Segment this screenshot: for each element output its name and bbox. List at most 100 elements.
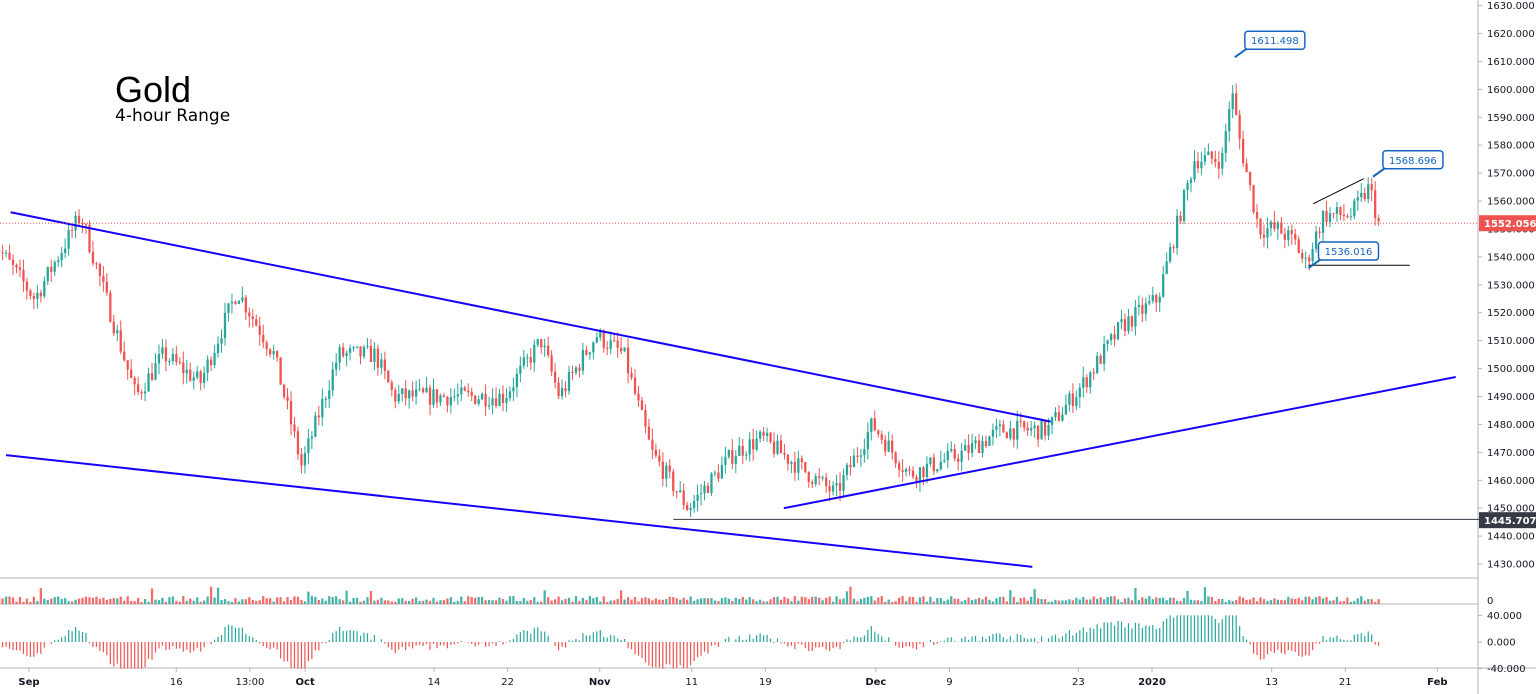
volume-bar [1210,596,1213,604]
candle-body [463,387,466,391]
candle-body [185,369,188,374]
candle-body [616,340,619,348]
price-tick-label: 1590.000 [1487,113,1535,124]
candle-body [1162,274,1165,297]
volume-bar [1363,600,1366,604]
candle-body [1057,412,1061,421]
volume-bar [1175,600,1179,604]
candle-body [234,301,237,304]
candle-body [143,391,147,394]
candle-body [404,388,407,399]
candle-body [331,369,334,391]
candle-body [922,467,925,478]
volume-bar [362,600,366,604]
volume-bar [1102,599,1106,604]
volume-bar [1342,601,1346,604]
candle-body [1082,377,1085,388]
candle-body [630,373,633,378]
trend-lines[interactable] [0,178,1484,568]
price-tick-label: 1500.000 [1487,364,1535,375]
candle-body [891,440,894,453]
candle-body [467,390,470,393]
trend-line-1[interactable] [10,211,1051,423]
callout-label: 1611.498 [1251,36,1299,47]
volume-bar [793,596,797,604]
candle-body [1005,432,1008,439]
volume-bar [300,600,303,604]
candle-body [289,400,293,425]
candle-body [1169,247,1172,262]
candle-body [230,301,234,304]
trend-line-3[interactable] [783,375,1456,510]
volume-bar [1148,596,1151,604]
price-callout[interactable]: 1536.016 [1307,241,1380,269]
volume-bar [1367,599,1370,604]
time-axis[interactable]: Sep 16 13:00 Oct 14 22 Nov 11 19 Dec 9 23 2020 13 21 Fe… [18,668,1448,688]
candle-body [1151,295,1154,302]
candle-body [592,342,595,353]
candle-body [745,454,748,456]
candle-body [529,357,532,363]
candle-body [1363,192,1366,200]
candle-body [811,481,814,484]
volume-bar [519,601,522,604]
price-callout[interactable]: 1611.498 [1234,30,1306,59]
candle-body [241,297,244,301]
volume-bar [1061,600,1064,604]
candle-body [675,491,678,493]
volume-bar [1109,596,1113,604]
candle-body [970,443,974,453]
volume-bar [404,600,407,604]
volume-bar [1127,597,1130,604]
volume-bar [269,598,272,604]
price-axis[interactable]: 1430.000 1440.000 1450.000 1460.000 1470.000… [1478,1,1536,675]
candle-body [1356,197,1359,201]
volume-bar [1096,598,1099,604]
volume-bar [109,598,112,604]
candle-body [699,493,703,495]
price-tick-label: 1600.000 [1487,85,1535,96]
price-callout[interactable]: 1568.696 [1372,150,1444,178]
candle-body [904,469,908,472]
price-tick-label: 1620.000 [1487,29,1535,40]
volume-bar [1214,601,1217,604]
candle-body [1377,218,1380,222]
candle-body [255,319,258,326]
candle-body [390,382,393,390]
candle-body [116,330,119,334]
volume-bar [57,596,60,604]
volume-bar [1144,598,1147,604]
volume-bar [741,596,744,604]
candle-body [150,373,154,380]
volume-bar [376,599,380,604]
candle-body [70,229,74,231]
volume-bar [119,596,122,604]
candle-body [734,455,737,464]
price-tick-label: 1520.000 [1487,308,1535,319]
volume-bar [414,597,418,604]
price-callouts[interactable]: 1611.498 1568.696 1536.016 [1234,30,1444,269]
volume-bar [1308,596,1311,604]
volume-bar [950,596,953,604]
candle-body [477,399,480,404]
volume-bar [216,587,220,604]
volume-bar [401,598,404,604]
candle-body [786,454,790,464]
candle-body [1325,211,1328,222]
volume-bar [936,598,939,604]
volume-bar [599,601,602,604]
time-tick-label: Dec [865,677,886,688]
volume-bar [456,600,459,604]
candle-body [262,334,265,343]
trend-line-6[interactable] [1312,178,1364,205]
candle-body [1318,231,1321,233]
trend-line-2[interactable] [5,454,1033,568]
candle-body [491,398,494,406]
volume-bar [126,596,129,604]
osc-tick-label: 40.000 [1487,611,1522,622]
volume-bar [1050,601,1054,604]
candle-body [1217,162,1220,169]
candle-body [647,426,651,440]
volume-bar [230,601,234,604]
